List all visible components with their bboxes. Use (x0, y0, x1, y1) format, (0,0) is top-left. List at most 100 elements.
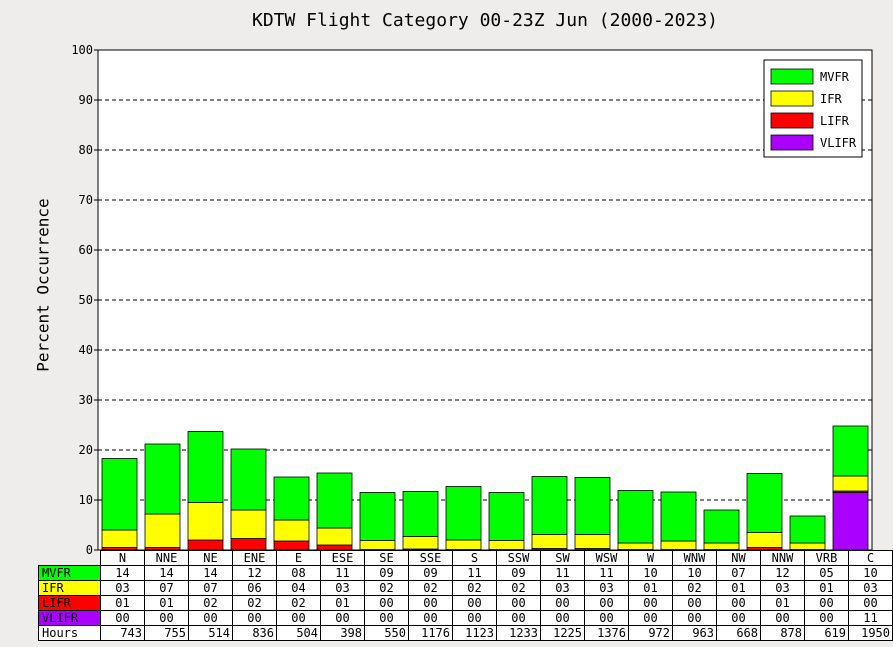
x-tick-label: NNE (144, 550, 189, 566)
table-cell: 01 (716, 580, 761, 596)
table-cell: 11 (848, 610, 893, 626)
table-cell: 00 (232, 610, 277, 626)
table-cell: 01 (760, 595, 805, 611)
table-cell: 06 (232, 580, 277, 596)
table-cell: 12 (760, 565, 805, 581)
bar-mvfr-n (101, 458, 138, 531)
legend-label-vlifr: VLIFR (820, 136, 857, 150)
table-cell: 01 (320, 595, 365, 611)
table-cell: 00 (716, 595, 761, 611)
table-cell: 00 (760, 610, 805, 626)
stacked-bar-chart: 0 10 20 30 40 50 60 70 80 90 100 MVFR IFR LIFR VLIFR (71, 43, 873, 557)
y-tick-label: 60 (79, 243, 93, 257)
bar-lifr-ne (187, 539, 224, 551)
table-cell: 03 (540, 580, 585, 596)
bar-mvfr-nw (703, 509, 740, 544)
table-cell: 05 (804, 565, 849, 581)
table-cell: 03 (100, 580, 145, 596)
y-tick-label: 20 (79, 443, 93, 457)
y-tick-label: 90 (79, 93, 93, 107)
row-label-hours: Hours (38, 625, 101, 641)
table-cell: 02 (276, 595, 321, 611)
table-cell: 07 (188, 580, 233, 596)
table-cell: 02 (408, 580, 453, 596)
hours-cell: 619 (804, 625, 849, 641)
hours-cell: 398 (320, 625, 365, 641)
hours-cell: 504 (276, 625, 321, 641)
x-tick-label: NNW (760, 550, 805, 566)
y-tick-label: 80 (79, 143, 93, 157)
table-cell: 10 (848, 565, 893, 581)
table-cell: 00 (144, 610, 189, 626)
table-cell: 00 (672, 610, 717, 626)
table-cell: 01 (100, 595, 145, 611)
row-label-lifr: LIFR (38, 595, 101, 611)
table-cell: 00 (408, 595, 453, 611)
table-cell: 10 (628, 565, 673, 581)
bar-lifr-ene (230, 538, 267, 551)
x-tick-label: WSW (584, 550, 629, 566)
hours-cell: 668 (716, 625, 761, 641)
table-cell: 00 (496, 610, 541, 626)
table-cell: 09 (496, 565, 541, 581)
table-cell: 00 (848, 595, 893, 611)
x-tick-label: ESE (320, 550, 365, 566)
table-corner (39, 551, 101, 566)
bar-ifr-se (359, 540, 396, 550)
legend-swatch-lifr (770, 112, 814, 129)
table-row: Hours 743 755 514 836 504 398 550 1176 1123 1233 12… (38, 625, 893, 641)
x-tick-label: N (100, 550, 145, 566)
hours-cell: 836 (232, 625, 277, 641)
table-cell: 00 (540, 595, 585, 611)
legend-swatch-ifr (770, 90, 814, 107)
hours-cell: 743 (100, 625, 145, 641)
bar-ifr-wnw (660, 540, 697, 550)
bar-mvfr-vrb (789, 515, 826, 544)
table-cell: 02 (364, 580, 409, 596)
x-tick-label: VRB (804, 550, 849, 566)
bar-ifr-ene (230, 509, 267, 539)
table-row: LIFR 01 01 02 02 02 01 00 00 00 00 00 00 00 00 00 01 00 00 (38, 595, 893, 611)
bar-ifr-ssw (488, 540, 525, 550)
table-cell: 00 (628, 595, 673, 611)
table-cell: 01 (628, 580, 673, 596)
table-cell: 00 (452, 595, 497, 611)
bar-mvfr-e (273, 476, 310, 521)
bar-mvfr-s (445, 486, 482, 541)
table-row: IFR 03 07 07 06 04 03 02 02 02 02 03 03 01 02 01 03 01 03 (38, 580, 893, 596)
y-tick-label: 50 (79, 293, 93, 307)
legend-label-ifr: IFR (820, 92, 842, 106)
table-cell: 02 (496, 580, 541, 596)
table-cell: 00 (716, 610, 761, 626)
bar-ifr-c (832, 475, 869, 492)
legend-swatch-vlifr (770, 134, 814, 151)
table-cell: 00 (100, 610, 145, 626)
bar-ifr-s (445, 539, 482, 550)
table-cell: 04 (276, 580, 321, 596)
x-tick-label: S (452, 550, 497, 566)
x-tick-label: NE (188, 550, 233, 566)
y-tick-label: 30 (79, 393, 93, 407)
bar-mvfr-wnw (660, 491, 697, 542)
table-cell: 11 (452, 565, 497, 581)
table-cell: 09 (408, 565, 453, 581)
y-tick-label: 100 (71, 43, 93, 57)
row-label-vlifr: VLIFR (38, 610, 101, 626)
bar-ifr-n (101, 529, 138, 548)
bar-ifr-ese (316, 527, 353, 546)
table-cell: 09 (364, 565, 409, 581)
table-cell: 00 (188, 610, 233, 626)
table-cell: 00 (628, 610, 673, 626)
table-row: N NNE NE ENE E ESE SE SSE S SSW SW WSW W WNW NW NNW VRB C (39, 550, 893, 566)
x-tick-label: NW (716, 550, 761, 566)
bar-ifr-sw (531, 534, 568, 549)
x-tick-label: SE (364, 550, 409, 566)
table-row: VLIFR 00 00 00 00 00 00 00 00 00 00 00 00 00 00 00 00 00 1… (38, 610, 893, 626)
chart-title: KDTW Flight Category 00-23Z Jun (2000-20… (252, 10, 718, 31)
table-cell: 07 (144, 580, 189, 596)
hours-cell: 878 (760, 625, 805, 641)
hours-cell: 550 (364, 625, 409, 641)
table-cell: 00 (804, 595, 849, 611)
table-cell: 07 (716, 565, 761, 581)
table-cell: 03 (320, 580, 365, 596)
